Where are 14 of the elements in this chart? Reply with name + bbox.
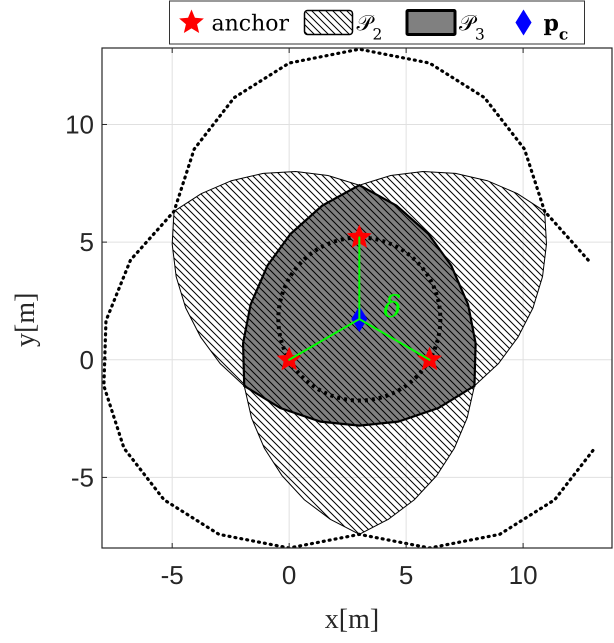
y-axis-title: y[m] — [10, 292, 41, 347]
x-tick-label: 5 — [398, 560, 414, 590]
x-tick-label: -5 — [160, 560, 184, 590]
legend-label: anchor — [212, 12, 290, 36]
y-tick-label: -5 — [70, 462, 94, 492]
legend-label: p$_{c}$ — [544, 10, 568, 44]
y-tick-label: 0 — [80, 344, 94, 375]
x-tick-label: 10 — [508, 560, 538, 590]
legend-label: 𝒫$_{2}$ — [356, 12, 382, 44]
y-tick-label: 5 — [80, 227, 94, 258]
legend-label: 𝒫$_{3}$ — [459, 12, 485, 44]
x-axis-title: x[m] — [324, 604, 380, 635]
x-tick-label: 0 — [282, 560, 296, 590]
y-tick-label: 10 — [65, 109, 94, 140]
